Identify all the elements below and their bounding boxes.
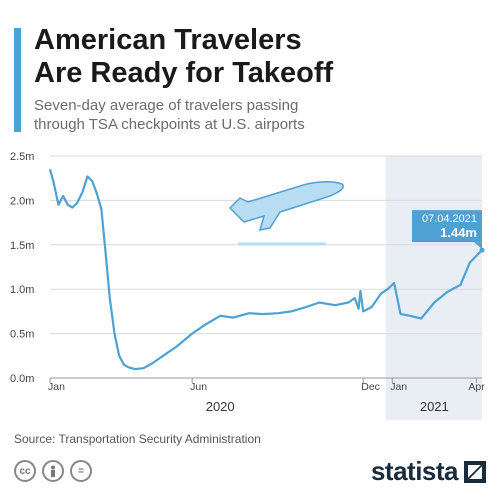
y-tick-label: 1.5m bbox=[10, 240, 34, 252]
equals-icon: = bbox=[70, 460, 92, 482]
y-tick-label: 2.0m bbox=[10, 195, 34, 207]
brand-mark-icon bbox=[464, 460, 486, 483]
y-tick-label: 2.5m bbox=[10, 151, 34, 163]
y-tick-label: 0.5m bbox=[10, 329, 34, 341]
page-subtitle: Seven-day average of travelers passing t… bbox=[34, 96, 474, 134]
callout-value: 1.44m bbox=[440, 225, 477, 240]
line-chart: 0.0m 0.5m 1.0m 1.5m 2.0m 2.5m Jan Jun Dec Jan Apr 2… bbox=[10, 151, 485, 420]
title-line-2: Are Ready for Takeoff bbox=[34, 57, 334, 89]
x-tick-label: Apr bbox=[468, 381, 485, 393]
brand-logo[interactable]: statista bbox=[371, 456, 486, 487]
page-title: American Travelers Are Ready for Takeoff bbox=[34, 24, 474, 90]
callout-pointer bbox=[474, 242, 482, 250]
callout-date: 07.04.2021 bbox=[422, 213, 477, 225]
x-tick-label: Dec bbox=[361, 381, 380, 393]
accent-bar bbox=[14, 28, 21, 132]
year-label: 2021 bbox=[420, 399, 449, 414]
subtitle-line-2: through TSA checkpoints at U.S. airports bbox=[34, 116, 305, 133]
y-tick-label: 0.0m bbox=[10, 373, 34, 385]
cc-icon: cc bbox=[14, 460, 36, 482]
license-icons: cc = bbox=[14, 460, 92, 482]
title-line-1: American Travelers bbox=[34, 24, 302, 56]
series-line bbox=[48, 169, 483, 371]
person-icon bbox=[42, 460, 64, 482]
x-tick-label: Jan bbox=[390, 381, 407, 393]
callout-box bbox=[412, 210, 482, 243]
source-note: Source: Transportation Security Administ… bbox=[14, 432, 261, 446]
data-point-end bbox=[479, 247, 485, 253]
year-label: 2020 bbox=[206, 399, 235, 414]
x-tick-label: Jun bbox=[190, 381, 207, 393]
airplane-icon bbox=[228, 181, 344, 231]
x-tick-label: Jan bbox=[48, 381, 65, 393]
y-tick-label: 1.0m bbox=[10, 284, 34, 296]
subtitle-line-1: Seven-day average of travelers passing bbox=[34, 97, 299, 114]
brand-name: statista bbox=[370, 456, 459, 486]
